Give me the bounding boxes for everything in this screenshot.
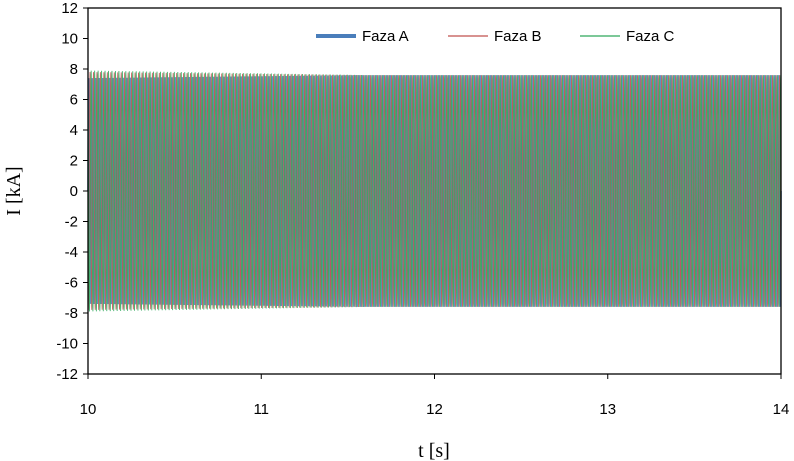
legend: Faza A Faza B Faza C xyxy=(316,28,675,45)
y-tick-label: -10 xyxy=(56,336,78,353)
y-axis-ticks: 12 10 8 6 4 2 0 -2 -4 -6 -8 -10 -12 xyxy=(56,0,88,383)
x-tick-label: 10 xyxy=(80,401,97,418)
y-tick-label: 10 xyxy=(61,31,78,48)
y-tick-label: -2 xyxy=(65,214,78,231)
x-tick-label: 13 xyxy=(599,401,616,418)
y-tick-label: -8 xyxy=(65,305,78,322)
x-axis-title: t [s] xyxy=(418,440,450,461)
series-line-b xyxy=(87,72,782,310)
y-tick-label: -12 xyxy=(56,366,78,383)
x-tick-label: 12 xyxy=(426,401,443,418)
legend-label: Faza A xyxy=(362,28,409,45)
y-tick-label: 8 xyxy=(70,61,78,78)
y-tick-label: 4 xyxy=(70,122,78,139)
y-tick-label: -6 xyxy=(65,275,78,292)
series-layer xyxy=(87,70,782,312)
x-tick-label: 11 xyxy=(253,401,269,418)
series-line-c xyxy=(87,70,782,312)
y-tick-label: 12 xyxy=(61,0,78,17)
series-line-a xyxy=(87,75,782,307)
x-axis-ticks: 10 11 12 13 14 xyxy=(80,374,790,418)
y-tick-label: 2 xyxy=(70,153,78,170)
legend-label: Faza B xyxy=(494,28,542,45)
legend-label: Faza C xyxy=(626,28,675,45)
y-tick-label: 6 xyxy=(70,92,78,109)
y-tick-label: -4 xyxy=(65,244,78,261)
x-tick-label: 14 xyxy=(773,401,790,418)
y-axis-title: I [kA] xyxy=(3,166,25,215)
y-tick-label: 0 xyxy=(70,183,78,200)
